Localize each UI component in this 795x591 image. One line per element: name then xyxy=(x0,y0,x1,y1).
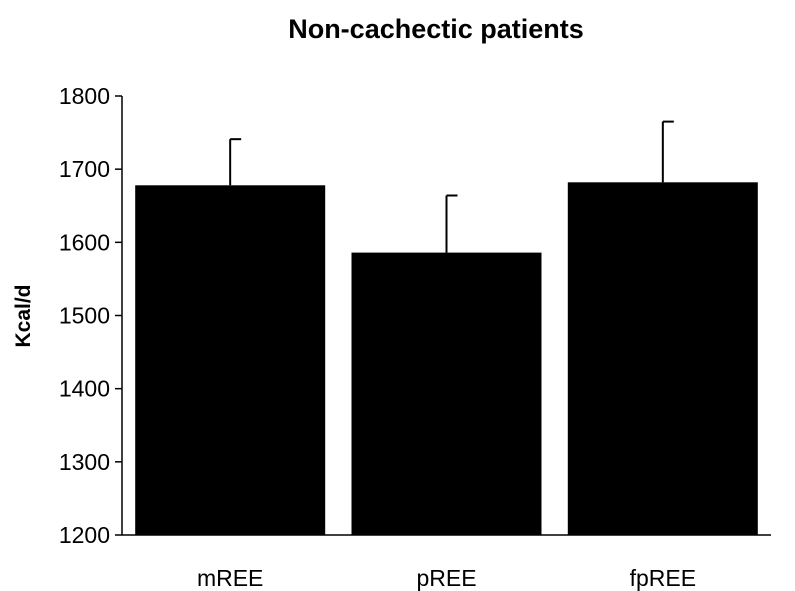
y-tick-label-1600: 1600 xyxy=(59,229,110,255)
y-tick-label-1200: 1200 xyxy=(59,522,110,548)
x-tick-label-mREE: mREE xyxy=(197,565,263,591)
y-tick-label-1400: 1400 xyxy=(59,376,110,402)
x-tick-label-fpREE: fpREE xyxy=(630,565,696,591)
y-tick-label-1300: 1300 xyxy=(59,449,110,475)
plot-area: mREE pREE fpREE 1200 1300 1400 1500 1600 1700 180… xyxy=(59,83,771,591)
bar-fpREE xyxy=(567,182,758,536)
chart-title: Non-cachectic patients xyxy=(288,14,584,44)
x-tick-label-pREE: pREE xyxy=(416,565,476,591)
y-tick-label-1500: 1500 xyxy=(59,303,110,329)
y-tick-label-1700: 1700 xyxy=(59,156,110,182)
bar-mREE xyxy=(135,185,326,536)
y-axis-label: Kcal/d xyxy=(12,284,35,347)
y-tick-label-1800: 1800 xyxy=(59,83,110,109)
bar-pREE xyxy=(351,252,542,535)
